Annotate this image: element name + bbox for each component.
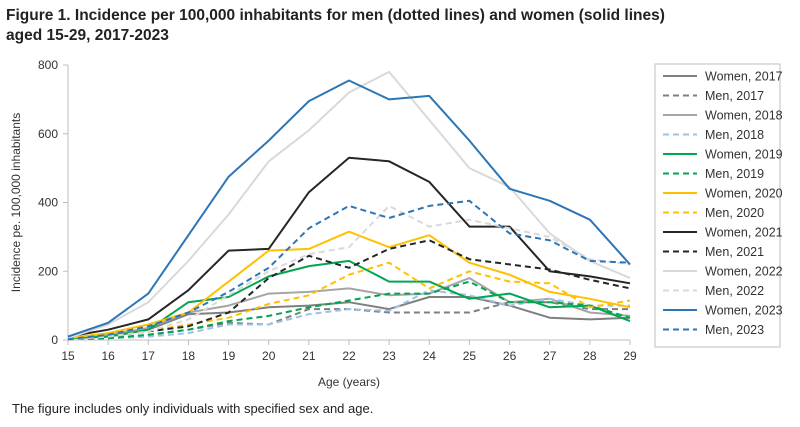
chart-legend: Women, 2017 Men, 2017 Women, 2018 Men, 2018… (654, 63, 783, 348)
legend-label-men-2020: Men, 2020 (705, 206, 764, 220)
legend-label-women-2017: Women, 2017 (705, 70, 783, 84)
legend-label-women-2023: Women, 2023 (705, 304, 783, 318)
series-line-women-2021 (67, 156, 631, 338)
x-tick-label: 25 (463, 349, 477, 363)
x-tick-label: 15 (61, 349, 75, 363)
x-tick-label: 21 (302, 349, 316, 363)
legend-label-women-2019: Women, 2019 (705, 148, 783, 162)
legend-label-women-2022: Women, 2022 (705, 265, 783, 279)
y-tick-label: 400 (38, 196, 58, 210)
x-tick-label: 20 (262, 349, 276, 363)
x-tick-label: 22 (342, 349, 356, 363)
y-tick-label: 800 (38, 58, 58, 72)
series-line-men-2019 (67, 280, 631, 341)
legend-label-women-2021: Women, 2021 (705, 226, 783, 240)
chart-title-line-1: Figure 1. Incidence per 100,000 inhabita… (6, 7, 665, 24)
legend-label-men-2018: Men, 2018 (705, 128, 764, 142)
chart-axes: 0 200 400 600 800 15 16 17 18 19 20 21 22 23 24 25 26 27 2… (9, 58, 637, 389)
x-tick-label: 24 (423, 349, 437, 363)
chart-series-lines (67, 70, 631, 341)
legend-label-men-2021: Men, 2021 (705, 245, 764, 259)
legend-label-men-2019: Men, 2019 (705, 167, 764, 181)
series-line-men-2022 (67, 204, 631, 341)
series-line-women-2018 (67, 277, 631, 340)
series-line-women-2020 (67, 230, 631, 340)
y-tick-label: 0 (51, 333, 58, 347)
legend-box (654, 63, 781, 348)
chart-title: Figure 1. Incidence per 100,000 inhabita… (6, 6, 766, 46)
chart-title-line-2: aged 15-29, 2017-2023 (6, 27, 169, 44)
legend-label-women-2018: Women, 2018 (705, 109, 783, 123)
series-line-men-2018 (67, 289, 630, 341)
series-line-men-2021 (67, 239, 631, 341)
legend-label-women-2020: Women, 2020 (705, 187, 783, 201)
x-axis-title: Age (years) (318, 375, 380, 389)
x-tick-label: 16 (101, 349, 115, 363)
x-tick-label: 26 (503, 349, 517, 363)
series-line-men-2023 (67, 199, 631, 341)
chart-footnote: The figure includes only individuals wit… (12, 401, 374, 416)
series-line-women-2022 (67, 70, 631, 340)
x-tick-label: 17 (142, 349, 156, 363)
legend-label-men-2017: Men, 2017 (705, 89, 764, 103)
x-tick-label: 23 (382, 349, 396, 363)
series-line-women-2017 (67, 296, 631, 340)
y-tick-label: 600 (38, 127, 58, 141)
series-line-women-2023 (67, 79, 631, 338)
x-tick-label: 18 (182, 349, 196, 363)
x-tick-label: 19 (222, 349, 236, 363)
x-tick-label: 28 (583, 349, 597, 363)
legend-label-men-2023: Men, 2023 (705, 323, 764, 337)
x-tick-label: 29 (623, 349, 637, 363)
legend-label-men-2022: Men, 2022 (705, 284, 764, 298)
y-axis-title: Incidence pe. 100,000 inhabitants (9, 113, 23, 292)
y-tick-label: 200 (38, 264, 58, 278)
x-tick-label: 27 (543, 349, 557, 363)
